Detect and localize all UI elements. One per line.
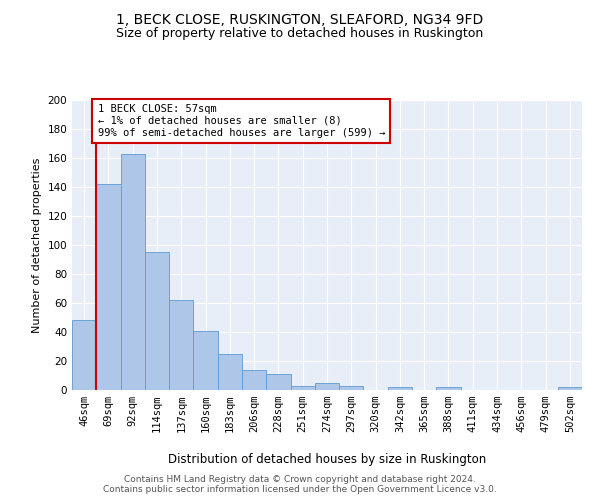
Bar [558, 387, 582, 390]
Bar [339, 386, 364, 390]
Text: Size of property relative to detached houses in Ruskington: Size of property relative to detached ho… [116, 28, 484, 40]
Bar [169, 300, 193, 390]
Bar [266, 374, 290, 390]
Text: 1 BECK CLOSE: 57sqm
← 1% of detached houses are smaller (8)
99% of semi-detached: 1 BECK CLOSE: 57sqm ← 1% of detached hou… [97, 104, 385, 138]
Bar [290, 386, 315, 390]
Text: 1, BECK CLOSE, RUSKINGTON, SLEAFORD, NG34 9FD: 1, BECK CLOSE, RUSKINGTON, SLEAFORD, NG3… [116, 12, 484, 26]
Bar [96, 184, 121, 390]
Y-axis label: Number of detached properties: Number of detached properties [32, 158, 42, 332]
Bar [242, 370, 266, 390]
Bar [193, 330, 218, 390]
Text: Contains HM Land Registry data © Crown copyright and database right 2024.
Contai: Contains HM Land Registry data © Crown c… [103, 474, 497, 494]
Text: Distribution of detached houses by size in Ruskington: Distribution of detached houses by size … [168, 452, 486, 466]
Bar [388, 387, 412, 390]
Bar [72, 320, 96, 390]
Bar [121, 154, 145, 390]
Bar [315, 383, 339, 390]
Bar [145, 252, 169, 390]
Bar [436, 387, 461, 390]
Bar [218, 354, 242, 390]
